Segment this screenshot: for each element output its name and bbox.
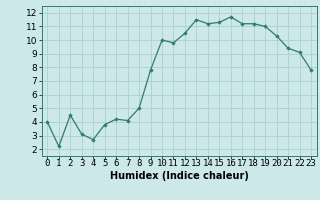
X-axis label: Humidex (Indice chaleur): Humidex (Indice chaleur) bbox=[110, 171, 249, 181]
